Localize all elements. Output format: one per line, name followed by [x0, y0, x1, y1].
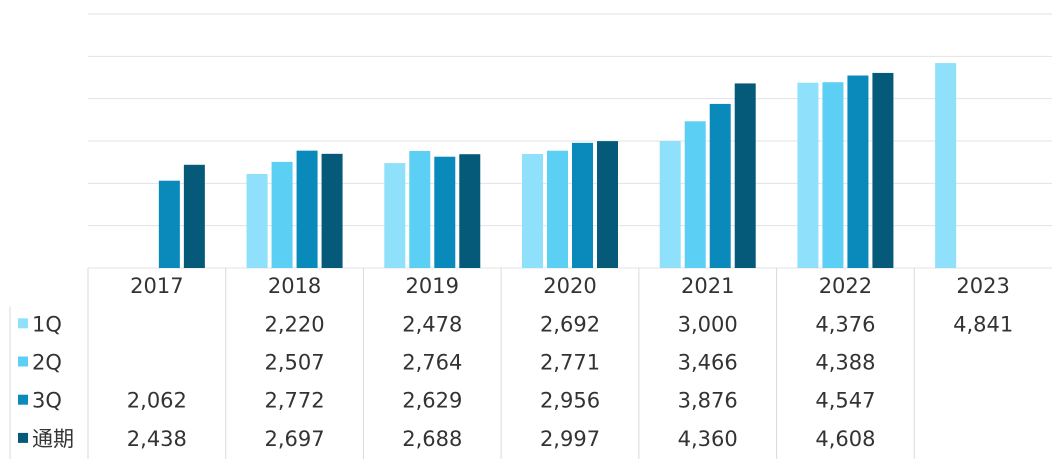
- bar: [522, 154, 543, 268]
- bar: [183, 164, 205, 268]
- bar: [434, 156, 456, 268]
- table-cell: 2,062: [127, 389, 187, 413]
- table-cell: 4,547: [815, 389, 875, 413]
- table-cell: 2,438: [127, 427, 187, 451]
- table-cell: 2,507: [265, 351, 325, 375]
- bar: [572, 142, 593, 268]
- table-cell: 2,629: [402, 389, 462, 413]
- x-tick-label: 2020: [543, 274, 596, 298]
- bar: [459, 154, 481, 268]
- bar: [409, 150, 431, 268]
- legend-swatch: [18, 432, 28, 443]
- table-cell: 2,220: [265, 312, 325, 336]
- legend-swatch: [18, 394, 28, 405]
- bar: [384, 163, 406, 268]
- table-cell: 3,466: [678, 351, 738, 375]
- x-tick-label: 2019: [406, 274, 459, 298]
- table-cell: 4,841: [953, 312, 1013, 336]
- x-tick-label: 2017: [130, 274, 183, 298]
- table-cell: 4,376: [815, 312, 875, 336]
- x-tick-label: 2018: [268, 274, 321, 298]
- bar: [271, 161, 293, 268]
- table-cell: 2,772: [265, 389, 325, 413]
- legend-label: 1Q: [32, 312, 62, 336]
- table-cell: 4,388: [815, 351, 875, 375]
- legend-swatch: [18, 356, 28, 367]
- bar: [296, 150, 318, 268]
- bar: [158, 180, 180, 268]
- bar: [547, 150, 568, 268]
- x-tick-label: 2022: [819, 274, 872, 298]
- table-cell: 2,688: [402, 427, 462, 451]
- table-cell: 2,697: [265, 427, 325, 451]
- bar: [935, 63, 957, 269]
- bar: [659, 141, 681, 268]
- bar: [597, 141, 618, 268]
- x-tick-label: 2023: [956, 274, 1009, 298]
- table-cell: 3,000: [678, 312, 738, 336]
- table-cell: 2,478: [402, 312, 462, 336]
- bar: [321, 153, 343, 268]
- table-cell: 3,876: [678, 389, 738, 413]
- table-cell: 2,764: [402, 351, 462, 375]
- legend-label: 3Q: [32, 389, 62, 413]
- legend-label: 通期: [32, 427, 74, 451]
- legend-swatch: [18, 318, 28, 329]
- bar: [709, 103, 731, 268]
- bar: [684, 121, 706, 268]
- table-cell: 2,997: [540, 427, 600, 451]
- table-cell: 2,956: [540, 389, 600, 413]
- bar: [797, 82, 819, 269]
- bar: [822, 82, 844, 268]
- bar: [872, 72, 894, 268]
- table-cell: 2,692: [540, 312, 600, 336]
- bar: [847, 75, 869, 268]
- bar: [246, 174, 268, 268]
- table-cell: 2,771: [540, 351, 600, 375]
- table-cell: 4,360: [678, 427, 738, 451]
- bar: [734, 83, 756, 268]
- legend-label: 2Q: [32, 351, 62, 375]
- x-tick-label: 2021: [681, 274, 734, 298]
- table-cell: 4,608: [815, 427, 875, 451]
